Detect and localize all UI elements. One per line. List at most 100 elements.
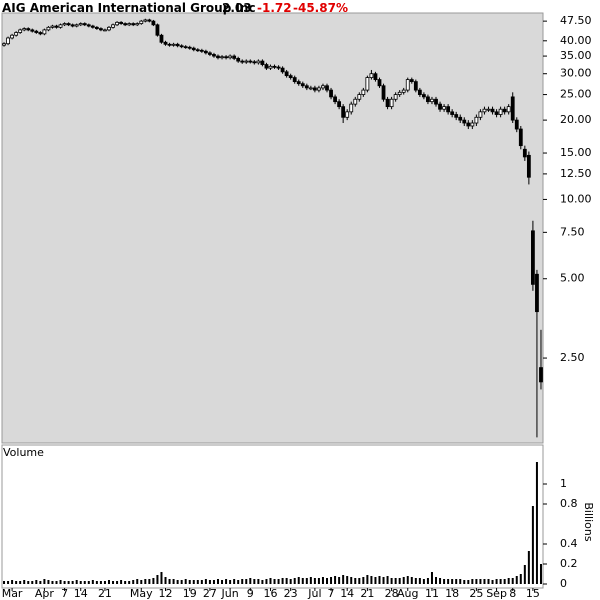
candle-body [510, 96, 515, 121]
volume-bar [507, 578, 510, 584]
candle-body [518, 128, 523, 147]
candle-body [401, 89, 406, 93]
candle-body [38, 32, 43, 35]
volume-bar [71, 581, 74, 584]
candle-body [260, 60, 265, 65]
candle-body [292, 77, 297, 83]
x-tick-label: Apr [35, 587, 55, 600]
volume-bar [531, 506, 534, 584]
y-tick-label: 35.00 [560, 49, 592, 62]
candle-body [167, 43, 172, 46]
volume-bar [152, 578, 155, 584]
volume-bar [188, 580, 191, 584]
candle-body [151, 20, 156, 26]
candle-body [506, 106, 511, 113]
volume-bar [87, 581, 90, 584]
y-tick-label: 40.00 [560, 34, 592, 47]
candle-body [6, 37, 10, 45]
volume-bar [132, 580, 135, 584]
volume-bar [342, 575, 345, 584]
volume-bar [313, 578, 316, 584]
volume-bar [148, 579, 151, 584]
volume-bar [168, 579, 171, 584]
x-tick-label: 9 [247, 587, 254, 600]
candle-body [179, 45, 184, 48]
candle-body [474, 116, 479, 124]
candle-body [82, 23, 87, 26]
candle-body [123, 23, 128, 26]
volume-bar [160, 572, 163, 584]
y-tick-label: 7.50 [560, 225, 585, 238]
volume-bar [249, 578, 252, 584]
volume-bar [451, 579, 454, 584]
candle-body [333, 96, 337, 103]
volume-bar [374, 577, 377, 584]
volume-bar [483, 579, 486, 584]
candle-body [421, 94, 426, 98]
volume-bar [43, 579, 46, 584]
volume-bar [535, 462, 538, 584]
candle-body [341, 106, 346, 118]
volume-axis-label: Billions [582, 502, 595, 541]
volume-bar [293, 578, 296, 584]
candle-body [228, 55, 233, 59]
candle-body [203, 50, 208, 54]
candle-body [522, 148, 527, 158]
volume-bar [27, 581, 30, 584]
y-tick-label: 5.00 [560, 272, 585, 285]
volume-bar [184, 579, 187, 584]
candle-body [34, 30, 39, 33]
x-tick-label: May [130, 587, 153, 600]
header: AIG American International Group Inc 2.0… [2, 1, 348, 15]
candle-body [86, 24, 91, 27]
x-tick-label: 25 [469, 587, 483, 600]
volume-bar [124, 581, 127, 584]
volume-bar [3, 581, 6, 584]
x-tick-label: 23 [284, 587, 298, 600]
volume-bar [241, 579, 244, 584]
volume-bar [281, 578, 284, 584]
candle-body [357, 94, 362, 100]
x-tick-label: 21 [360, 587, 374, 600]
candle-body [46, 26, 51, 31]
candle-body [208, 52, 212, 55]
candle-body [308, 87, 313, 90]
x-tick-label: 28 [385, 587, 399, 600]
candle-body [135, 23, 140, 26]
candle-body [393, 94, 398, 100]
volume-bar [479, 579, 482, 584]
candle-body [212, 54, 216, 57]
candle-body [434, 98, 438, 105]
volume-bar [192, 580, 195, 584]
volume-bar [410, 577, 413, 584]
y-tick-label: 20.00 [560, 113, 592, 126]
volume-bar [229, 580, 232, 584]
volume-bar [317, 578, 320, 584]
volume-bar [394, 578, 397, 584]
candle-body [430, 98, 434, 103]
candle-body [22, 28, 27, 31]
volume-bar [120, 580, 123, 584]
x-tick-label: Mar [2, 587, 23, 600]
candle-body [458, 116, 463, 121]
volume-bar [406, 576, 409, 584]
volume-bar [289, 579, 292, 584]
volume-bar [83, 581, 86, 584]
x-tick-label: 14 [340, 587, 354, 600]
candle-body [220, 56, 224, 59]
candle-body [58, 24, 63, 28]
candle-body [349, 103, 354, 113]
volume-bar [79, 581, 82, 584]
candle-body [111, 24, 115, 28]
y-tick-label: 12.50 [560, 167, 592, 180]
volume-bar [221, 580, 224, 584]
volume-bar [346, 576, 349, 584]
candle-body [490, 108, 495, 113]
candle-body [62, 23, 67, 26]
volume-bar [237, 580, 240, 584]
candle-body [256, 60, 261, 64]
volume-bar [103, 581, 106, 584]
volume-bar [495, 579, 498, 584]
volume-bar [515, 576, 518, 584]
volume-bar [91, 580, 94, 584]
